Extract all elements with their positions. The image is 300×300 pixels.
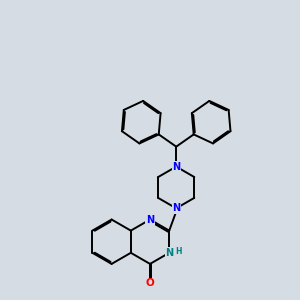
Text: N: N bbox=[172, 162, 180, 172]
Text: N: N bbox=[172, 203, 180, 213]
Text: N: N bbox=[146, 214, 154, 224]
Text: H: H bbox=[175, 247, 182, 256]
Text: N: N bbox=[165, 248, 173, 258]
Text: O: O bbox=[146, 278, 154, 288]
